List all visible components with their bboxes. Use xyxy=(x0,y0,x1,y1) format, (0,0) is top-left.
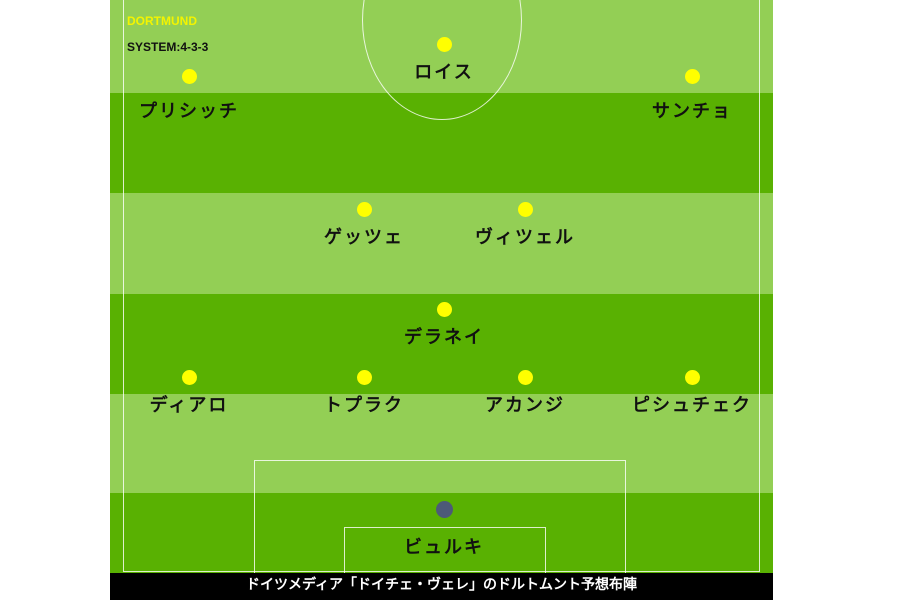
player-dot xyxy=(181,370,197,385)
player-marker: ヴィツェル xyxy=(445,202,605,248)
player-dot xyxy=(517,202,533,217)
player-marker: サンチョ xyxy=(612,69,772,122)
player-dot xyxy=(684,69,700,84)
touchline xyxy=(123,0,760,572)
player-marker: プリシッチ xyxy=(110,69,269,122)
player-name: サンチョ xyxy=(652,101,732,122)
pitch: DORTMUND SYSTEM:4-3-3 ロイス プリシッチ サンチョ ゲッツ… xyxy=(110,0,773,573)
penalty-box xyxy=(254,460,626,573)
goal-area xyxy=(344,527,546,573)
player-dot xyxy=(517,370,533,385)
player-marker: ピシュチェク xyxy=(612,370,772,416)
goalkeeper-marker: ビュルキ xyxy=(364,501,524,558)
player-marker: アカンジ xyxy=(445,370,605,416)
player-marker: ディアロ xyxy=(110,370,269,416)
team-name: DORTMUND xyxy=(127,14,197,28)
player-name: アカンジ xyxy=(485,395,565,416)
player-dot xyxy=(436,37,452,52)
player-name: ヴィツェル xyxy=(475,227,575,248)
pitch-stripe xyxy=(110,394,773,493)
player-name: ビュルキ xyxy=(404,537,484,558)
player-name: トプラク xyxy=(324,395,404,416)
player-name: ディアロ xyxy=(149,395,229,416)
player-dot xyxy=(684,370,700,385)
player-dot xyxy=(181,69,197,84)
player-dot xyxy=(356,202,372,217)
player-name: ピシュチェク xyxy=(632,395,752,416)
player-name: デラネイ xyxy=(404,327,484,348)
player-dot xyxy=(356,370,372,385)
player-name: ゲッツェ xyxy=(324,227,404,248)
player-name: プリシッチ xyxy=(139,101,239,122)
formation-label: SYSTEM:4-3-3 xyxy=(127,40,209,54)
player-dot xyxy=(436,302,452,317)
player-marker: ロイス xyxy=(364,37,524,83)
player-name: ロイス xyxy=(414,62,474,83)
caption: ドイツメディア「ドイチェ・ヴェレ」のドルトムント予想布陣 xyxy=(110,573,773,600)
player-marker: デラネイ xyxy=(364,302,524,348)
pitch-stripe xyxy=(110,193,773,294)
player-marker: ゲッツェ xyxy=(284,202,444,248)
player-marker: トプラク xyxy=(284,370,444,416)
goalkeeper-dot xyxy=(435,501,453,518)
